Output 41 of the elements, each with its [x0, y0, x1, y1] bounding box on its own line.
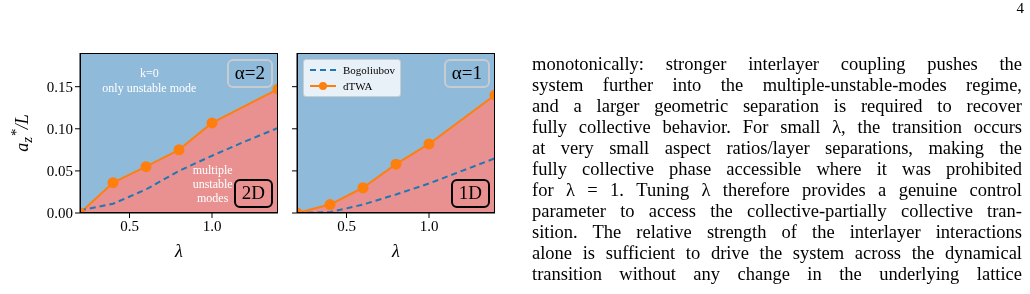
x-tick-label: 0.5 — [120, 217, 139, 234]
text: 4 — [1016, 0, 1024, 17]
point — [357, 182, 369, 194]
point — [206, 117, 218, 129]
x-tick-label: 1.0 — [419, 217, 439, 234]
text: fully collective behavior. For small λ, the transition occurs — [532, 117, 1022, 138]
annotation: only unstable mode — [102, 81, 197, 95]
text: parameter to access the collective-partially collective tran- — [532, 201, 1022, 222]
text: alone is sufficient to drive the system across the dynamical — [532, 243, 1022, 264]
text: at very small aspect ratios/layer separations, making the — [532, 138, 1022, 159]
annotation: unstable — [192, 177, 233, 191]
y-tick-label: 0.10 — [46, 121, 73, 138]
point — [423, 138, 435, 150]
point — [173, 144, 185, 156]
annotation: 1D — [450, 179, 490, 208]
text: fully collective phase accessible where it was prohibited — [532, 159, 1022, 180]
point — [140, 161, 152, 173]
annotation: modes — [196, 191, 229, 205]
text: for λ = 1. Tuning λ therefore provides a genuine control — [532, 180, 1022, 201]
x-axis-title: λ — [175, 241, 183, 262]
annotation: α=2 — [226, 59, 273, 88]
point — [390, 158, 402, 170]
x-tick-label: 0.5 — [337, 217, 356, 234]
text: transition without any change in the underlying lattice — [532, 264, 1022, 285]
legend-label: dTWA — [343, 80, 373, 92]
annotation: 2D — [233, 179, 273, 208]
annotation: multiple — [192, 163, 233, 177]
x-tick-label: 1.0 — [202, 217, 222, 234]
y-tick-label: 0.15 — [46, 79, 73, 96]
y-tick-label: 0.00 — [46, 205, 73, 222]
text: and a larger geometric separation is required to recover — [532, 96, 1022, 117]
point — [324, 199, 336, 211]
text: monotonically: stronger interlayer coupling pushes the — [532, 54, 1022, 75]
annotation: k=0 — [139, 66, 159, 80]
y-tick-label: 0.05 — [46, 163, 73, 180]
x-axis-title: λ — [392, 241, 400, 262]
legend-label: Bogoliubov — [343, 64, 395, 76]
annotation: α=1 — [443, 59, 490, 88]
point — [107, 177, 119, 189]
text: sition. The relative strength of the interlayer interactions — [532, 222, 1022, 243]
text: system further into the multiple-unstable-modes regime, — [532, 75, 1022, 96]
